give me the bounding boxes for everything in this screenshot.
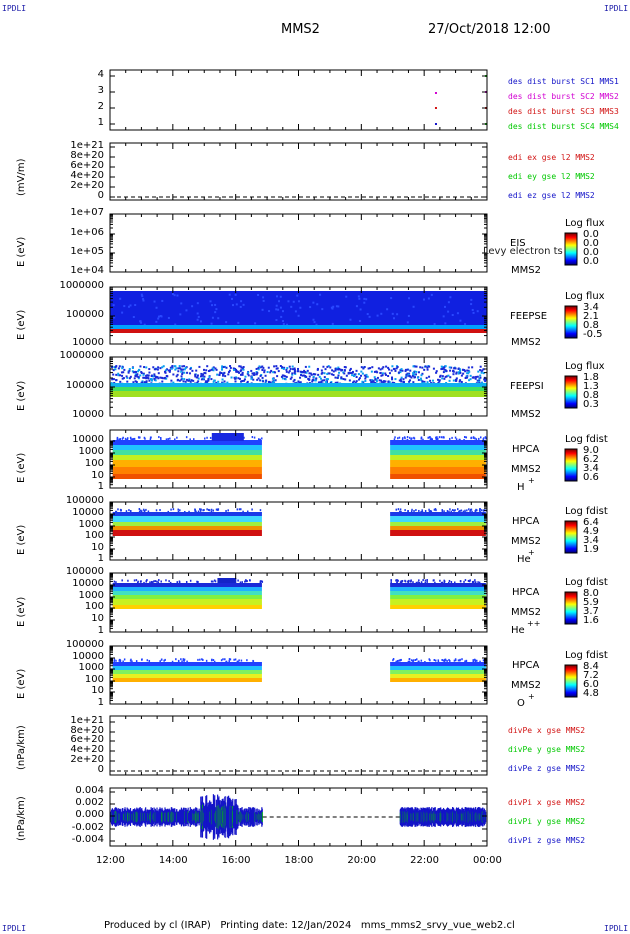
x-tick-label: 16:00 [222, 855, 251, 866]
p11-legend-entry: divPi z gse MMS2 [508, 836, 585, 845]
x-tick-label: 20:00 [347, 855, 376, 866]
x-tick-label: 00:00 [473, 855, 502, 866]
y-tick-label: 0.004 [44, 785, 104, 796]
p11-spectrogram [111, 794, 486, 840]
x-tick-label: 14:00 [159, 855, 188, 866]
x-tick-label: 12:00 [96, 855, 125, 866]
x-tick-label: 22:00 [410, 855, 439, 866]
p11-legend-entry: divPi y gse MMS2 [508, 817, 585, 826]
p11-legend-entry: divPi x gse MMS2 [508, 798, 585, 807]
y-tick-label: -0.002 [44, 822, 104, 833]
y-tick-label: 0.002 [44, 797, 104, 808]
p11-ylabel: (nPa/km) [16, 796, 27, 841]
y-tick-label: -0.004 [44, 834, 104, 845]
x-tick-label: 18:00 [285, 855, 314, 866]
y-tick-label: 0.000 [44, 809, 104, 820]
